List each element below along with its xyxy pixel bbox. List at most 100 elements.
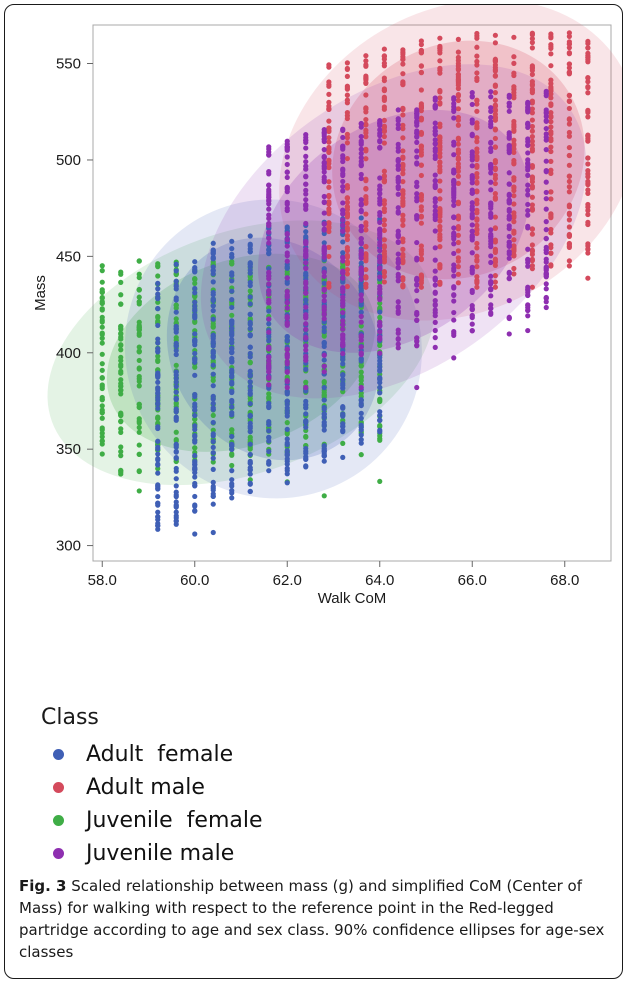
data-point-adult-male [474, 217, 480, 223]
plot-area [92, 24, 612, 562]
data-point-juvenile-female [229, 462, 235, 469]
data-point-juvenile-male [543, 158, 549, 164]
data-point-juvenile-male [525, 138, 531, 145]
data-point-adult-female [247, 383, 253, 389]
data-point-juvenile-male [284, 169, 290, 175]
data-point-adult-female [210, 483, 216, 490]
data-point-juvenile-male [321, 227, 327, 233]
data-point-adult-male [492, 144, 498, 150]
data-point-juvenile-female [118, 301, 124, 307]
data-point-adult-female [192, 269, 198, 275]
data-point-juvenile-male [543, 304, 549, 311]
data-point-adult-male [566, 189, 572, 195]
data-point-adult-male [455, 63, 461, 69]
data-point-adult-male [326, 244, 332, 250]
data-point-adult-female [155, 456, 161, 462]
data-point-juvenile-male [506, 208, 512, 214]
data-point-adult-male [437, 150, 443, 156]
data-point-juvenile-female [99, 314, 105, 320]
data-point-adult-male [455, 264, 461, 270]
data-point-adult-male [455, 91, 461, 98]
data-point-juvenile-male [432, 307, 438, 313]
data-point-adult-male [418, 284, 424, 290]
data-point-adult-female [155, 462, 161, 468]
data-point-juvenile-male [451, 104, 457, 110]
data-point-adult-male [511, 95, 517, 101]
data-point-adult-male [344, 233, 350, 239]
data-point-juvenile-male [321, 193, 327, 200]
data-point-adult-male [548, 42, 554, 48]
data-point-juvenile-male [395, 304, 401, 310]
data-point-adult-male [511, 237, 517, 243]
data-point-adult-male [363, 146, 369, 152]
data-point-adult-male [492, 273, 498, 279]
data-point-adult-female [266, 448, 272, 454]
data-point-adult-female [155, 291, 161, 297]
legend-marker-adult-male [53, 782, 64, 793]
data-point-adult-female [155, 444, 161, 450]
data-point-adult-female [358, 309, 364, 315]
data-point-adult-female [284, 265, 290, 271]
data-point-juvenile-male [432, 245, 438, 251]
data-point-juvenile-female [155, 466, 161, 472]
data-point-adult-female [358, 424, 364, 430]
data-point-adult-female [229, 304, 235, 311]
data-point-adult-male [566, 211, 572, 218]
data-point-adult-female [210, 316, 216, 322]
data-point-juvenile-male [377, 350, 383, 356]
data-point-adult-female [192, 503, 198, 509]
data-point-juvenile-male [303, 181, 309, 187]
data-point-adult-female [377, 409, 383, 415]
data-point-adult-female [173, 515, 179, 521]
data-point-adult-female [247, 488, 253, 494]
data-point-juvenile-female [99, 375, 105, 381]
data-point-adult-male [363, 134, 369, 140]
data-point-adult-male [529, 100, 535, 106]
data-point-adult-male [548, 87, 554, 93]
data-point-juvenile-female [118, 453, 124, 459]
data-point-adult-male [326, 280, 332, 286]
data-point-adult-female [210, 444, 216, 450]
data-point-juvenile-male [284, 369, 290, 375]
data-point-adult-female [210, 264, 216, 270]
data-point-adult-male [400, 260, 406, 266]
data-point-juvenile-male [377, 195, 383, 201]
data-point-juvenile-male [358, 319, 364, 325]
data-point-adult-male [492, 191, 498, 197]
data-point-adult-male [381, 77, 387, 84]
data-point-adult-male [548, 189, 554, 195]
data-point-juvenile-male [414, 277, 420, 283]
data-point-juvenile-male [506, 134, 512, 140]
data-point-adult-male [381, 178, 387, 184]
data-point-adult-male [529, 202, 535, 208]
data-point-juvenile-male [340, 318, 346, 324]
data-point-juvenile-male [488, 179, 494, 185]
data-point-juvenile-male [284, 184, 290, 190]
data-point-juvenile-male [469, 174, 475, 180]
data-point-adult-female [210, 338, 216, 345]
data-point-adult-male [363, 122, 369, 128]
data-point-adult-male [437, 95, 443, 101]
data-point-adult-male [474, 222, 480, 228]
data-point-juvenile-male [451, 250, 457, 257]
legend-item-juvenile-male: Juvenile male [41, 837, 263, 870]
data-point-juvenile-female [247, 288, 253, 294]
data-point-juvenile-female [99, 434, 105, 440]
data-point-juvenile-male [543, 295, 549, 301]
data-point-adult-male [418, 152, 424, 158]
data-point-juvenile-male [303, 321, 309, 327]
data-point-adult-male [566, 258, 572, 264]
data-point-adult-male [455, 180, 461, 187]
data-point-juvenile-male [358, 333, 364, 339]
data-point-adult-male [455, 216, 461, 222]
data-point-adult-female [229, 319, 235, 325]
data-point-juvenile-female [136, 287, 142, 293]
legend-marker-adult-female [53, 749, 64, 760]
data-point-adult-female [155, 424, 161, 430]
data-point-adult-male [566, 241, 572, 247]
data-point-juvenile-male [451, 108, 457, 115]
data-point-juvenile-male [414, 107, 420, 113]
data-point-juvenile-male [525, 192, 531, 198]
data-point-adult-male [492, 158, 498, 164]
data-point-adult-male [492, 196, 498, 202]
